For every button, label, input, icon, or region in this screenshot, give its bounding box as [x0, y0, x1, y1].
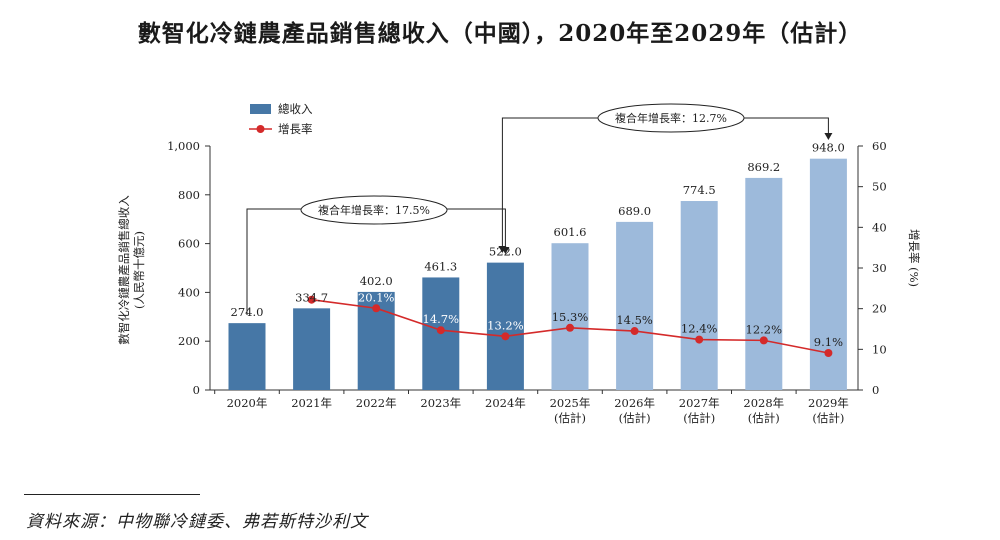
legend-bar-swatch — [250, 104, 271, 114]
legend-line-marker — [256, 125, 265, 133]
bar-value-label: 402.0 — [360, 274, 393, 288]
y-tick-label: 0 — [193, 383, 200, 397]
bar-value-label: 869.2 — [747, 160, 780, 174]
growth-point — [307, 295, 316, 304]
y2-tick-label: 30 — [872, 261, 887, 275]
y-axis-title: (人民幣十億元) — [132, 231, 146, 309]
cagr-arrow-2b — [824, 133, 833, 140]
y2-tick-label: 60 — [872, 139, 887, 153]
cagr-label-2: 複合年增長率：12.7% — [615, 111, 727, 125]
cagr-arrow-2a — [498, 246, 507, 253]
x-tick-sublabel: (估計) — [812, 411, 844, 425]
bar — [616, 221, 654, 390]
x-tick-sublabel: (估計) — [554, 411, 586, 425]
y2-tick-label: 0 — [872, 383, 879, 397]
growth-point — [630, 327, 639, 336]
legend-bar-label: 總收入 — [278, 102, 313, 116]
bar — [228, 323, 266, 390]
y2-tick-label: 40 — [872, 220, 887, 234]
y-tick-label: 600 — [178, 237, 200, 251]
growth-value-label: 14.5% — [616, 313, 653, 327]
x-tick-sublabel: (估計) — [683, 411, 715, 425]
bar-value-label: 601.6 — [554, 225, 587, 239]
chart-title: 數智化冷鏈農產品銷售總收入（中國），2020年至2029年（估計） — [137, 20, 863, 47]
growth-point — [566, 323, 574, 332]
x-tick-label: 2029年 — [808, 396, 849, 410]
x-tick-label: 2022年 — [356, 396, 397, 410]
cagr-label-1: 複合年增長率：17.5% — [318, 203, 430, 217]
source-divider — [24, 494, 200, 495]
x-tick-label: 2023年 — [420, 396, 461, 410]
x-tick-label: 2024年 — [485, 396, 526, 410]
y-tick-label: 400 — [178, 285, 200, 299]
y2-tick-label: 20 — [872, 302, 887, 316]
growth-point — [824, 348, 833, 357]
y-tick-label: 200 — [178, 334, 200, 348]
growth-point — [501, 332, 510, 341]
bar-value-label: 689.0 — [618, 204, 651, 218]
y-tick-label: 800 — [178, 188, 200, 202]
bar — [551, 243, 589, 390]
bar-value-label: 334.7 — [295, 290, 328, 304]
y-tick-label: 1,000 — [167, 139, 200, 153]
source-note: 資料來源：中物聯冷鏈委、弗若斯特沙利文 — [26, 512, 368, 532]
bar — [293, 308, 331, 390]
growth-point — [695, 335, 704, 344]
growth-value-label: 22.2% — [293, 282, 330, 296]
legend-line-label: 增長率 — [278, 122, 313, 136]
growth-value-label: 15.3% — [552, 310, 589, 324]
y2-tick-label: 50 — [872, 180, 887, 194]
bar — [486, 262, 524, 390]
growth-point — [436, 326, 445, 335]
x-tick-label: 2026年 — [614, 396, 655, 410]
growth-value-label: 13.2% — [487, 318, 524, 332]
x-tick-sublabel: (估計) — [748, 411, 780, 425]
growth-point — [372, 304, 381, 313]
bar-value-label: 461.3 — [424, 259, 457, 273]
y-axis-title: 數智化冷鏈農產品銷售總收入 — [117, 195, 131, 345]
cagr-badge-2 — [597, 103, 745, 133]
x-tick-label: 2028年 — [743, 396, 784, 410]
growth-point — [759, 336, 768, 345]
cagr-badge-1 — [300, 195, 448, 225]
x-tick-sublabel: (估計) — [619, 411, 651, 425]
bar-value-label: 774.5 — [683, 183, 716, 197]
growth-value-label: 12.2% — [746, 322, 783, 336]
x-tick-label: 2025年 — [550, 396, 591, 410]
y2-axis-title: 增長率 (%) — [907, 229, 921, 287]
x-tick-label: 2021年 — [291, 396, 332, 410]
bar — [680, 201, 718, 390]
growth-value-label: 20.1% — [358, 290, 395, 304]
y2-tick-label: 10 — [872, 342, 887, 356]
bar — [745, 177, 783, 390]
bar-value-label: 948.0 — [812, 141, 845, 155]
growth-value-label: 9.1% — [814, 335, 843, 349]
growth-value-label: 14.7% — [423, 312, 460, 326]
x-tick-label: 2027年 — [679, 396, 720, 410]
x-tick-label: 2020年 — [227, 396, 268, 410]
growth-value-label: 12.4% — [681, 322, 718, 336]
